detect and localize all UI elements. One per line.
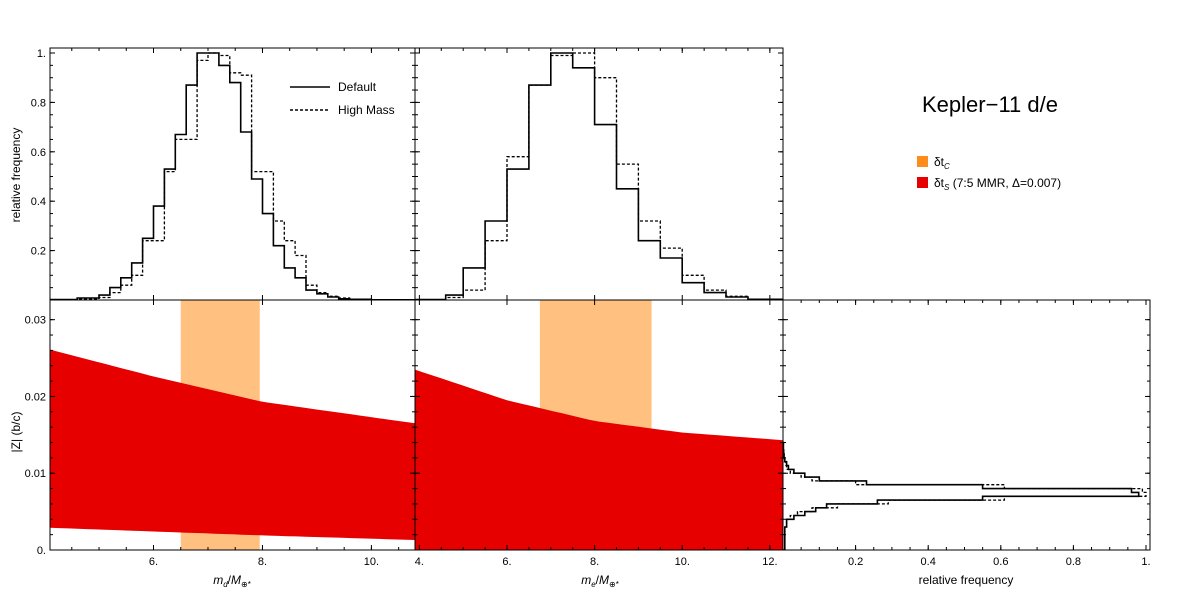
hist-z-default-group: [783, 441, 1140, 550]
tick-label: 0.8: [1066, 556, 1081, 568]
tick-label: 6.: [149, 556, 158, 568]
hist-md-default-group: [50, 52, 415, 300]
legend-lines: Default High Mass: [290, 80, 395, 117]
hist-me-default-group: [415, 52, 783, 300]
region-deltat-s-d: [50, 349, 415, 540]
hist-me-high-mass-group: [415, 52, 783, 300]
tick-label: 10.: [675, 556, 690, 568]
tick-label: 1.: [1141, 556, 1150, 568]
tick-label: 0.6: [993, 556, 1008, 568]
hist-md-default: [50, 52, 415, 300]
tick-label: 0.8: [31, 97, 46, 109]
frame-top-middle: [414, 47, 784, 301]
legend-deltat-c-swatch: [917, 156, 928, 167]
tick-label: 0.01: [25, 468, 46, 480]
region-deltat-s-d-group: [50, 349, 415, 540]
hist-me-default: [415, 52, 783, 300]
tick-label: 10.: [364, 556, 379, 568]
figure-title: Kepler−11 d/e: [922, 92, 1058, 117]
y-axis-label-bottom: |Z| (b/c): [9, 412, 23, 453]
hist-me-high-mass: [415, 52, 783, 300]
legend-high-mass-label: High Mass: [338, 103, 395, 117]
legend-default-label: Default: [338, 80, 377, 94]
plot-content: [50, 52, 1147, 550]
tick-label: 6.: [502, 556, 511, 568]
hist-md-high-mass-group: [50, 52, 415, 300]
axis-ticks: 0.2 0.4 0.6 0.8 1. 0. 0.01 0.02 0.03 6. 8. 10. 4. 6. 8…: [25, 48, 1151, 568]
hist-md-high-mass: [50, 52, 415, 300]
hist-z-default: [783, 441, 1140, 550]
tick-label: 4.: [415, 556, 424, 568]
tick-label: 8.: [590, 556, 599, 568]
tick-label: 0.4: [921, 556, 936, 568]
tick-label: 1.: [37, 48, 46, 60]
region-deltat-s-e: [415, 369, 783, 550]
x-axis-label-md: md/M⊕*: [213, 573, 251, 589]
tick-label: 0.03: [25, 315, 46, 327]
tick-label: 12.: [762, 556, 777, 568]
tick-label: 0.: [37, 545, 46, 557]
legend-regions: δtC δtS (7:5 MMR, Δ=0.007): [917, 155, 1061, 192]
x-axis-label-me: me/M⊕*: [581, 573, 619, 589]
legend-deltat-c-label: δtC: [934, 155, 950, 171]
tick-label: 0.4: [31, 196, 46, 208]
tick-label: 0.2: [848, 556, 863, 568]
region-deltat-s-e-group: [415, 369, 783, 550]
tick-label: 0.02: [25, 391, 46, 403]
tick-label: 8.: [258, 556, 267, 568]
frame-bottom-right: [782, 299, 1151, 551]
x-axis-label-right: relative frequency: [919, 573, 1014, 587]
y-axis-label-top: relative frequency: [9, 128, 23, 223]
legend-deltat-s-swatch: [917, 177, 928, 188]
axis-frames: [49, 47, 1151, 551]
tick-label: 0.2: [31, 246, 46, 258]
tick-label: 0.6: [31, 147, 46, 159]
legend-deltat-s-label: δtS (7:5 MMR, Δ=0.007): [934, 176, 1061, 192]
